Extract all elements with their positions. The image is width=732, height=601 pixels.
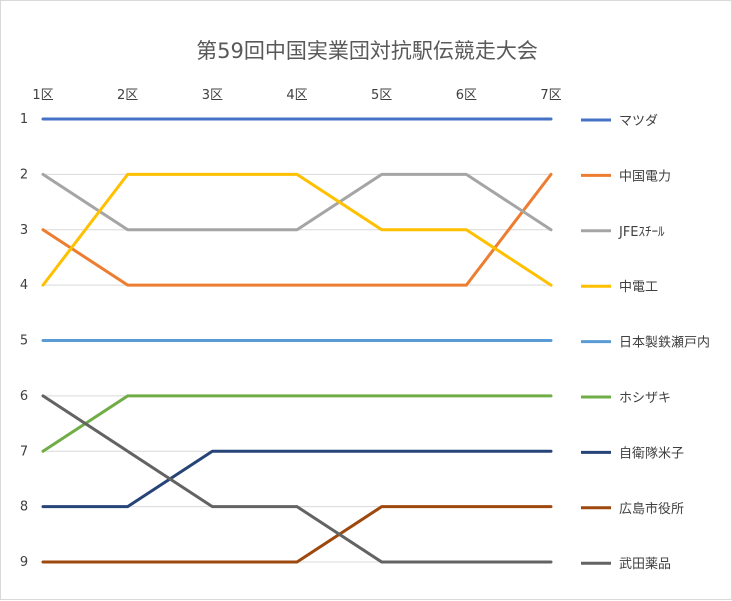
chart-title: 第59回中国実業団対抗駅伝競走大会	[196, 39, 538, 63]
legend-label: 自衛隊米子	[619, 445, 684, 461]
series-lines	[41, 117, 553, 564]
legend-label: JFEｽﾁｰﾙ	[618, 225, 665, 240]
legend-label: 中国電力	[619, 169, 671, 184]
y-tick-label: 2	[20, 167, 28, 182]
legend-label: マツダ	[619, 114, 658, 129]
x-tick-label: 7区	[540, 88, 561, 103]
x-tick-label: 3区	[202, 88, 223, 103]
x-tick-label: 2区	[117, 88, 138, 103]
y-tick-label: 7	[20, 444, 28, 459]
series-line	[41, 449, 553, 509]
x-tick-label: 6区	[456, 88, 477, 103]
series-line	[41, 172, 553, 287]
legend-label: 広島市役所	[619, 501, 684, 517]
legend-label: 中電工	[619, 280, 658, 295]
y-tick-label: 9	[20, 555, 28, 570]
series-line	[41, 172, 553, 287]
y-tick-label: 4	[20, 278, 28, 293]
series-line	[41, 394, 553, 453]
y-tick-label: 8	[20, 500, 28, 515]
series-line	[41, 505, 553, 564]
x-tick-label: 5区	[371, 88, 392, 103]
series-line	[41, 394, 553, 564]
y-tick-label: 5	[20, 334, 28, 349]
x-tick-label: 4区	[286, 88, 307, 103]
legend-label: ホシザキ	[619, 391, 671, 406]
x-axis-labels: 1区 2区 3区 4区 5区 6区 7区	[32, 88, 561, 103]
x-tick-label: 1区	[32, 88, 53, 103]
y-tick-label: 1	[20, 112, 28, 127]
legend-label: 武田薬品	[619, 557, 671, 572]
y-tick-label: 6	[20, 389, 28, 404]
y-tick-label: 3	[20, 223, 28, 238]
legend-label: 日本製鉄瀬戸内	[619, 335, 710, 351]
y-axis-labels: 1 2 3 4 5 6 7 8 9	[20, 112, 28, 570]
series-line	[41, 172, 553, 232]
